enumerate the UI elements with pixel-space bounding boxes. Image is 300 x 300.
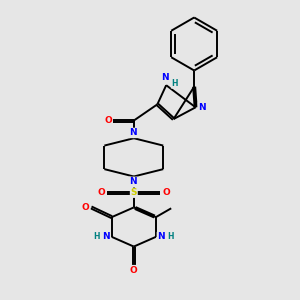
Text: O: O bbox=[104, 116, 112, 125]
Text: H: H bbox=[171, 79, 178, 88]
Text: N: N bbox=[129, 177, 137, 186]
Text: N: N bbox=[161, 74, 169, 82]
Text: N: N bbox=[103, 232, 110, 242]
Text: O: O bbox=[130, 266, 138, 274]
Text: N: N bbox=[158, 232, 165, 242]
Text: N: N bbox=[198, 103, 206, 112]
Text: N: N bbox=[129, 128, 137, 137]
Text: O: O bbox=[98, 188, 105, 197]
Text: S: S bbox=[130, 188, 137, 197]
Text: O: O bbox=[162, 188, 170, 197]
Text: H: H bbox=[167, 232, 174, 242]
Text: O: O bbox=[82, 203, 90, 212]
Text: H: H bbox=[94, 232, 100, 242]
